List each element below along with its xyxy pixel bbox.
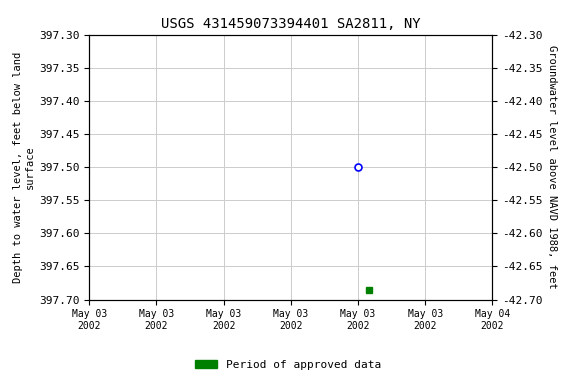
Y-axis label: Depth to water level, feet below land
surface: Depth to water level, feet below land su… — [13, 51, 35, 283]
Legend: Period of approved data: Period of approved data — [191, 356, 385, 375]
Y-axis label: Groundwater level above NAVD 1988, feet: Groundwater level above NAVD 1988, feet — [547, 45, 557, 289]
Title: USGS 431459073394401 SA2811, NY: USGS 431459073394401 SA2811, NY — [161, 17, 420, 31]
